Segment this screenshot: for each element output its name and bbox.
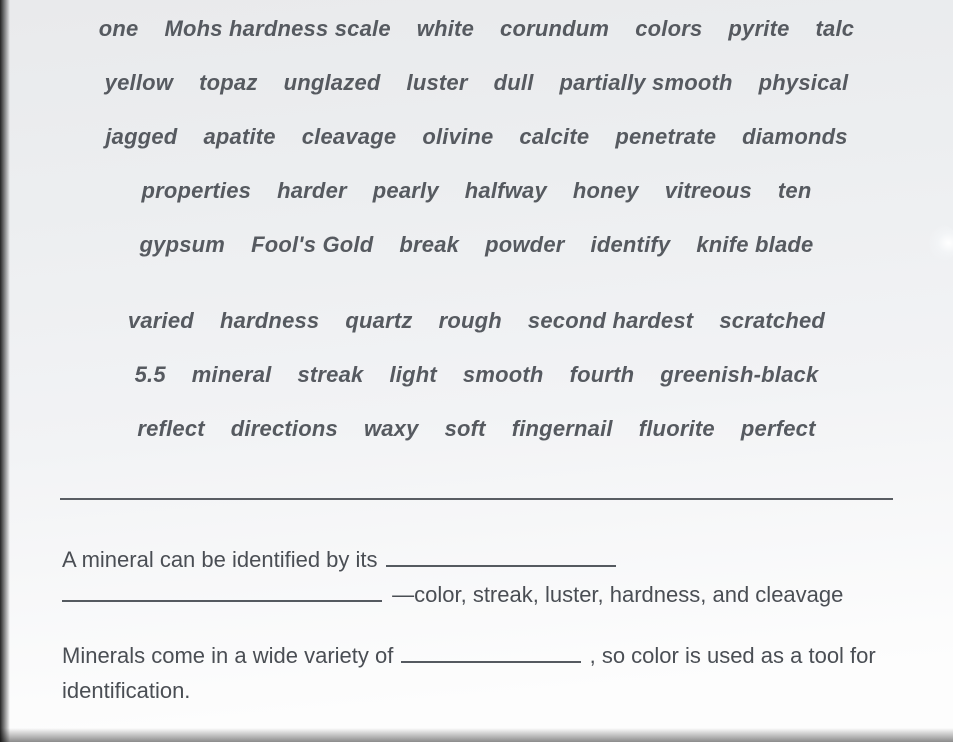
word-bank-word: mineral: [192, 362, 272, 388]
word-bank-word: rough: [439, 308, 502, 334]
word-bank-word: fluorite: [639, 416, 715, 442]
word-bank-word: partially smooth: [560, 70, 733, 96]
word-bank-word: smooth: [463, 362, 544, 388]
word-bank-word: directions: [231, 416, 338, 442]
q1-blank-2[interactable]: [62, 577, 382, 602]
fill-in-questions: A mineral can be identified by its —colo…: [34, 500, 919, 742]
word-bank-word: yellow: [105, 70, 173, 96]
word-bank-word: colors: [635, 16, 702, 42]
word-bank-word: olivine: [422, 124, 493, 150]
word-bank-word: one: [99, 16, 139, 42]
word-bank-word: light: [389, 362, 436, 388]
word-bank-word: identify: [591, 232, 671, 258]
word-bank-word: perfect: [741, 416, 816, 442]
word-bank-word: jagged: [105, 124, 177, 150]
word-bank-word: Fool's Gold: [251, 232, 373, 258]
word-bank-word: gypsum: [140, 232, 226, 258]
word-bank-word: fingernail: [512, 416, 613, 442]
word-bank-word: cleavage: [302, 124, 397, 150]
word-bank-word: powder: [485, 232, 564, 258]
question-1: A mineral can be identified by its —colo…: [62, 542, 891, 612]
word-bank-word: corundum: [500, 16, 609, 42]
word-bank-word: topaz: [199, 70, 257, 96]
word-bank-word: scratched: [719, 308, 825, 334]
word-bank-word: luster: [407, 70, 468, 96]
word-bank-word: pyrite: [728, 16, 789, 42]
word-bank-word: honey: [573, 178, 639, 204]
word-bank-word: hardness: [220, 308, 319, 334]
word-bank-word: quartz: [345, 308, 412, 334]
question-2: Minerals come in a wide variety of , so …: [62, 638, 891, 707]
word-bank-word: fourth: [570, 362, 635, 388]
q3-text-a: Minerals, such as gold, always have the …: [62, 738, 886, 742]
word-bank-word: knife blade: [696, 232, 813, 258]
word-bank-word: break: [399, 232, 459, 258]
word-bank-word: second hardest: [528, 308, 693, 334]
glare-artifact: [929, 225, 953, 261]
word-bank-word: apatite: [203, 124, 275, 150]
word-bank-word: varied: [128, 308, 194, 334]
word-bank-word: harder: [277, 178, 347, 204]
word-bank-word: ten: [778, 178, 812, 204]
word-bank-word: streak: [297, 362, 363, 388]
word-bank-word: reflect: [137, 416, 204, 442]
q2-blank[interactable]: [401, 638, 581, 663]
word-bank-group-gap: [40, 286, 913, 294]
question-3: Minerals, such as gold, always have the …: [62, 734, 891, 742]
word-bank-word: 5.5: [135, 362, 166, 388]
q1-text-a: A mineral can be identified by its: [62, 547, 384, 572]
word-bank-word: waxy: [364, 416, 419, 442]
word-bank-word: penetrate: [615, 124, 716, 150]
word-bank-word: halfway: [465, 178, 547, 204]
word-bank-word: Mohs hardness scale: [164, 16, 390, 42]
word-bank-word: properties: [142, 178, 252, 204]
worksheet-page: one Mohs hardness scale white corundum color…: [0, 0, 953, 742]
word-bank: one Mohs hardness scale white corundum color…: [34, 16, 919, 480]
word-bank-word: dull: [494, 70, 534, 96]
word-bank-word: talc: [816, 16, 855, 42]
q1-text-b: —color, streak, luster, hardness, and cl…: [392, 582, 843, 607]
word-bank-word: unglazed: [284, 70, 381, 96]
word-bank-word: physical: [759, 70, 849, 96]
word-bank-word: soft: [445, 416, 486, 442]
word-bank-word: white: [417, 16, 474, 42]
word-bank-word: diamonds: [742, 124, 848, 150]
word-bank-word: greenish-black: [660, 362, 818, 388]
q1-blank-1[interactable]: [386, 542, 616, 567]
word-bank-word: vitreous: [665, 178, 752, 204]
q2-text-a: Minerals come in a wide variety of: [62, 643, 399, 668]
word-bank-word: pearly: [373, 178, 439, 204]
word-bank-word: calcite: [519, 124, 589, 150]
